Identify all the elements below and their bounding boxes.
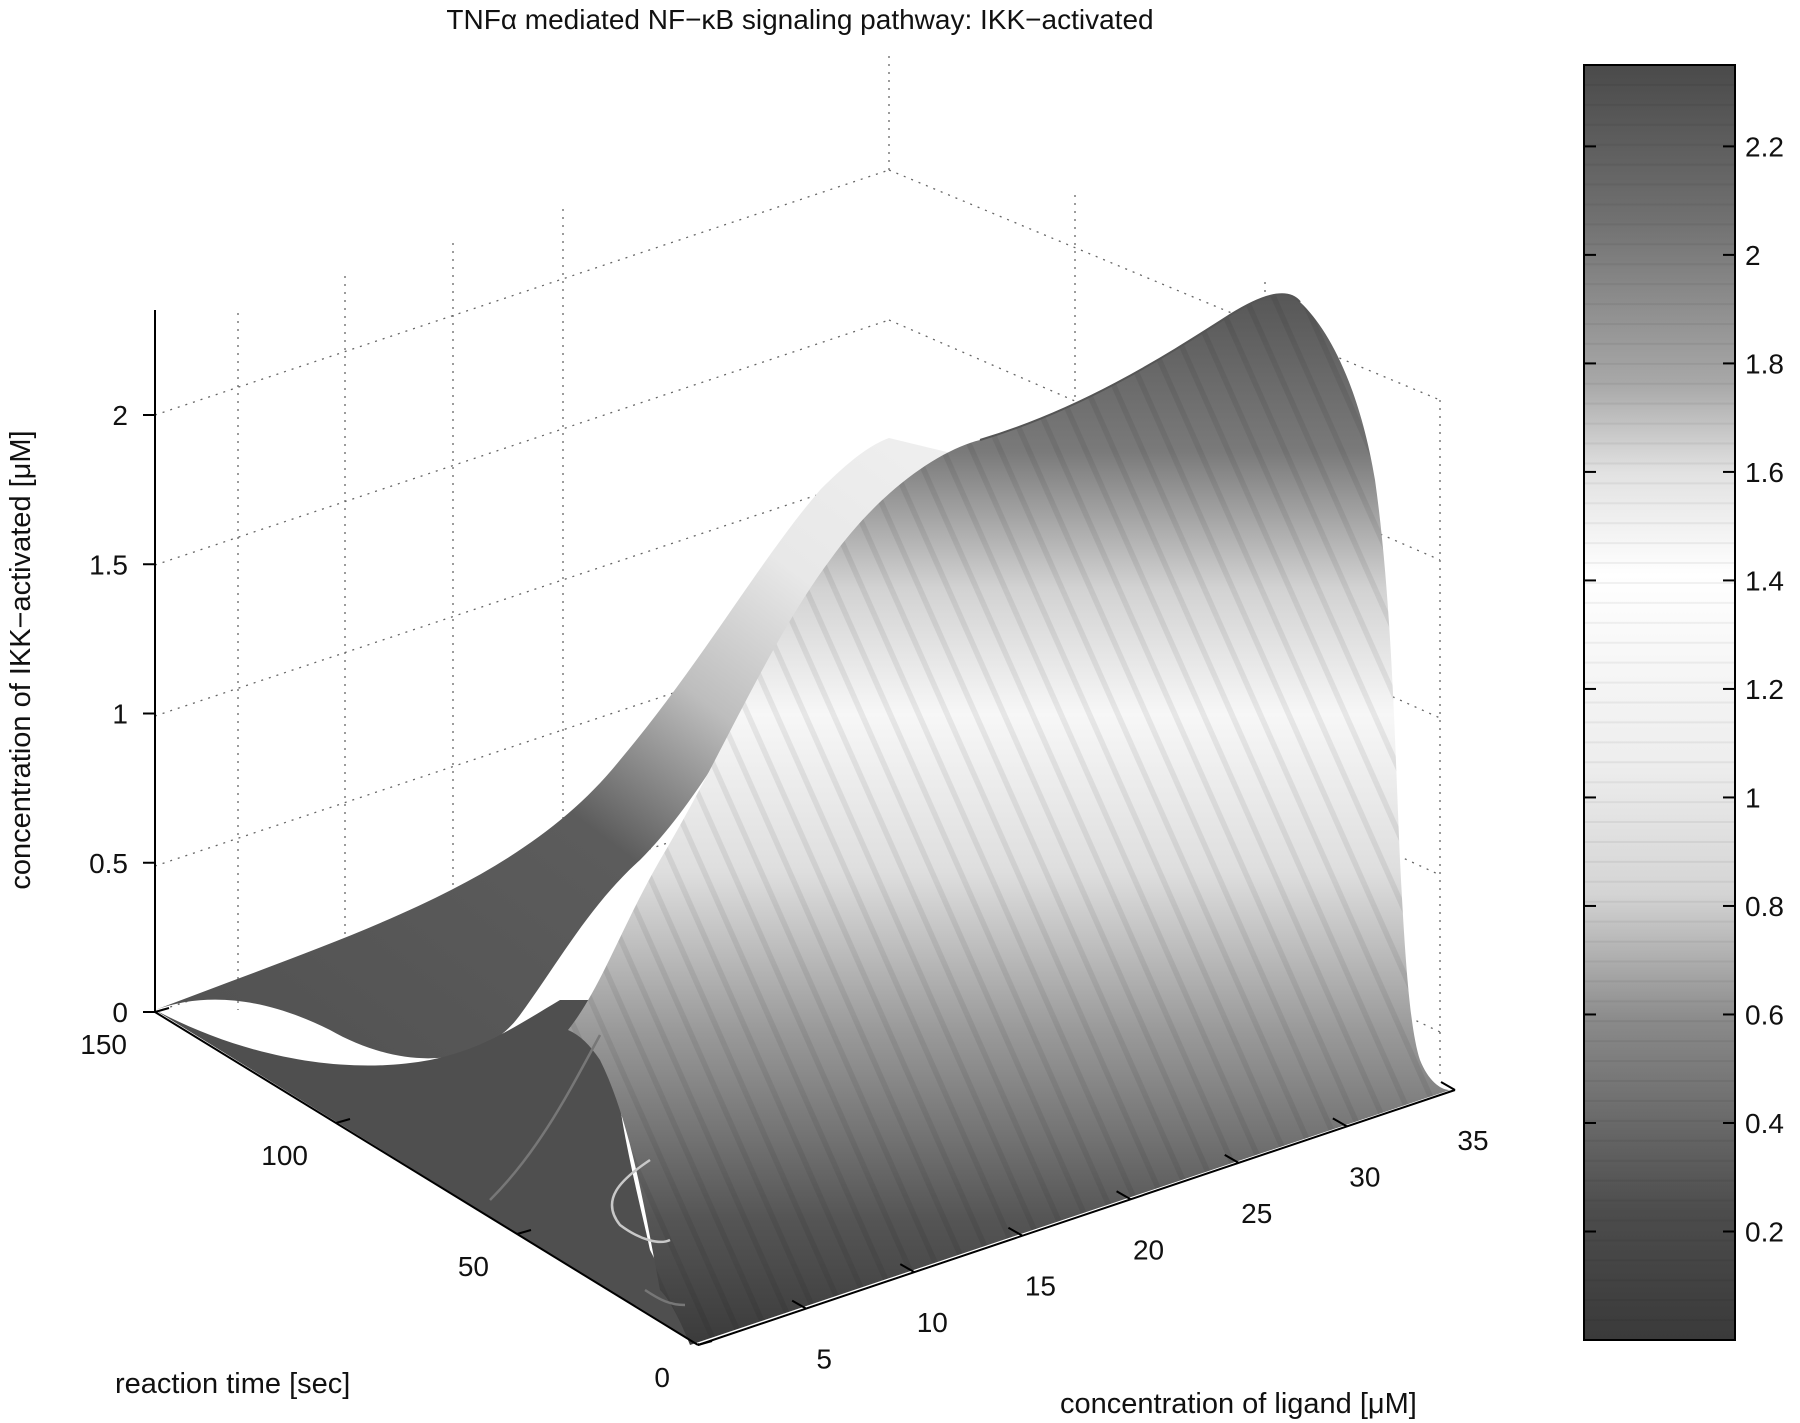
y-axis-line: [154, 1011, 699, 1346]
surface-plot: [155, 293, 1450, 1346]
x-tick-mark: [1224, 1153, 1240, 1164]
y-tick-label: 0: [654, 1362, 670, 1393]
contour-line-dark: [489, 1034, 602, 1201]
colorbar-tick-label: 2.2: [1745, 131, 1784, 162]
colorbar-tick-label: 0.2: [1745, 1216, 1784, 1247]
x-tick-mark: [899, 1263, 915, 1274]
colorbar-fill: [1583, 64, 1736, 1341]
surface-flat-base: [155, 1000, 698, 1345]
x-tick-label: 5: [816, 1344, 832, 1375]
contour-line-dark-2: [644, 1288, 686, 1307]
z-tick-label: 0: [112, 997, 128, 1028]
colorbar-tick-label: 1: [1745, 782, 1761, 813]
colorbar: 0.2 0.4 0.6 0.8 1 1.2 1.4 1.6 1.8 2 2.2: [1583, 64, 1784, 1341]
z-tick-label: 2: [112, 400, 128, 431]
colorbar-tick-label: 1.6: [1745, 457, 1784, 488]
colorbar-bands: [1584, 83, 1735, 1322]
colorbar-tick-label: 1.2: [1745, 674, 1784, 705]
x-tick-label: 35: [1457, 1125, 1488, 1156]
y-tick-label: 50: [458, 1251, 489, 1282]
x-tick-label: 10: [917, 1307, 948, 1338]
x-tick-label: 25: [1241, 1198, 1272, 1229]
z-tick-label: 0.5: [89, 848, 128, 879]
axes: [154, 310, 1456, 1346]
x-tick-mark: [1116, 1190, 1132, 1201]
colorbar-tick-label: 0.8: [1745, 891, 1784, 922]
x-tick-label: 20: [1133, 1234, 1164, 1265]
y-tick-label: 100: [261, 1140, 308, 1171]
colorbar-tick-label: 0.6: [1745, 999, 1784, 1030]
z-axis-label: concentration of IKK−activated [μM]: [5, 430, 37, 889]
colorbar-tick-label: 0.4: [1745, 1108, 1784, 1139]
x-ticks: 5 10 15 20 25 30 35: [791, 1081, 1489, 1375]
y-tick-mark: [697, 1340, 713, 1346]
y-tick-label: 150: [80, 1029, 127, 1060]
y-ticks: 0 50 100 150: [80, 1007, 713, 1393]
y-tick-mark: [154, 1007, 170, 1013]
z-tick-label: 1: [112, 699, 128, 730]
contour-line-light: [610, 1158, 671, 1244]
y-tick-mark: [516, 1229, 532, 1235]
colorbar-tick-label: 1.8: [1745, 348, 1784, 379]
y-tick-mark: [335, 1118, 351, 1124]
x-tick-mark: [791, 1299, 807, 1310]
colorbar-tick-label: 1.4: [1745, 565, 1784, 596]
chart-title: TNFα mediated NF−κB signaling pathway: I…: [446, 4, 1153, 35]
x-tick-mark: [1440, 1081, 1456, 1091]
x-tick-label: 30: [1349, 1161, 1380, 1192]
surface-front-stripes: [568, 294, 1450, 1346]
z-tick-label: 1.5: [89, 549, 128, 580]
z-ticks: 0 0.5 1 1.5 2: [89, 400, 155, 1028]
surface-back-slope: [155, 438, 980, 1059]
x-tick-mark: [1007, 1226, 1023, 1237]
x-tick-mark: [1332, 1117, 1348, 1128]
surface-top-edge: [979, 293, 1301, 441]
x-axis-label: concentration of ligand [μM]: [1060, 1388, 1417, 1420]
y-axis-label: reaction time [sec]: [115, 1368, 350, 1400]
colorbar-ticks: 0.2 0.4 0.6 0.8 1 1.2 1.4 1.6 1.8 2 2.2: [1584, 131, 1784, 1247]
x-tick-label: 15: [1025, 1271, 1056, 1302]
x-axis-line: [697, 1089, 1456, 1346]
colorbar-tick-label: 2: [1745, 240, 1761, 271]
